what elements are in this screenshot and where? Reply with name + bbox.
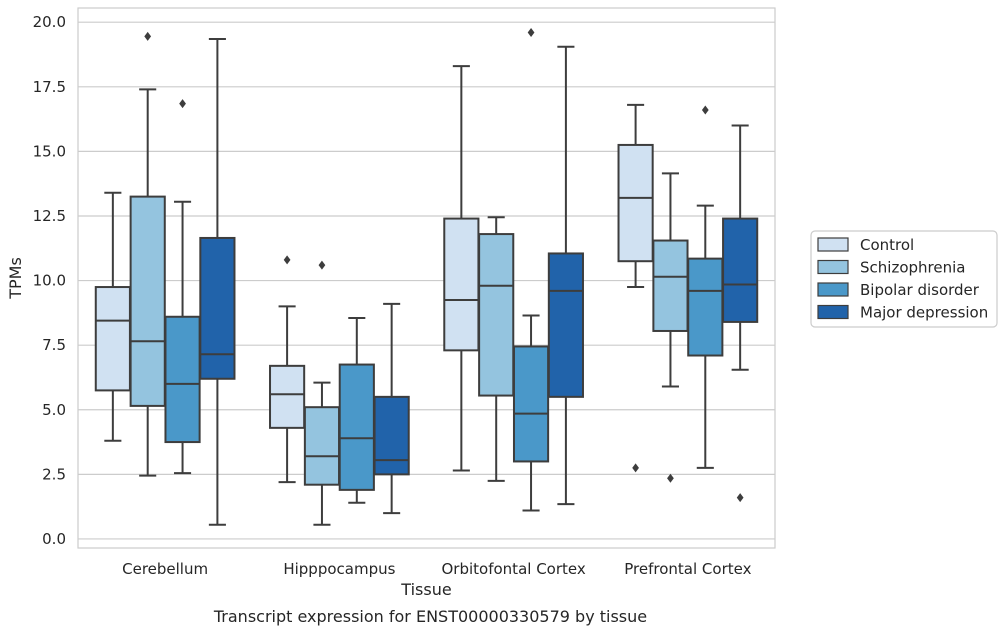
outlier-point bbox=[736, 493, 744, 503]
box-prefrontal-cortex-bipolar-disorder bbox=[687, 105, 724, 469]
box-body bbox=[199, 236, 236, 380]
box-body bbox=[478, 233, 515, 397]
legend-swatch bbox=[817, 259, 849, 275]
chart-caption: Transcript expression for ENST0000033057… bbox=[213, 607, 647, 626]
y-tick-label: 15.0 bbox=[33, 142, 66, 160]
outlier-point bbox=[144, 31, 152, 41]
x-tick-label: Prefrontal Cortex bbox=[624, 560, 751, 578]
box-body bbox=[722, 217, 759, 323]
box-body bbox=[338, 363, 375, 491]
outlier-point bbox=[283, 255, 291, 265]
box-prefrontal-cortex-control bbox=[617, 103, 654, 473]
box-body bbox=[164, 315, 201, 444]
y-tick-label: 10.0 bbox=[33, 272, 66, 290]
legend-label: Bipolar disorder bbox=[860, 281, 980, 299]
outlier-point bbox=[527, 28, 535, 38]
x-axis-label: Tissue bbox=[400, 580, 451, 599]
y-tick-label: 5.0 bbox=[42, 401, 66, 419]
y-tick-labels: 0.0 2.5 5.0 7.5 10.0 12.5 15.0 17.5 20.0 bbox=[33, 13, 66, 548]
y-tick-label: 20.0 bbox=[33, 13, 66, 31]
box-body bbox=[617, 143, 654, 263]
x-tick-labels: Cerebellum Hipppocampus Orbitofontal Corte… bbox=[122, 560, 751, 578]
grid-lines bbox=[78, 21, 775, 540]
y-tick-label: 17.5 bbox=[33, 78, 66, 96]
box-cerebellum-bipolar-disorder bbox=[164, 99, 201, 475]
legend-label: Schizophrenia bbox=[860, 259, 965, 277]
box-orbitofontal-cortex-schizophrenia bbox=[478, 216, 515, 482]
legend-swatch bbox=[817, 304, 849, 320]
box-body bbox=[269, 364, 306, 429]
box-orbitofontal-cortex-major-depression bbox=[547, 45, 584, 506]
box-hipppocampus-control bbox=[269, 255, 306, 484]
box-hipppocampus-bipolar-disorder bbox=[338, 317, 375, 504]
box-body bbox=[129, 195, 166, 407]
box-hipppocampus-schizophrenia bbox=[303, 260, 341, 526]
x-tick-label: Orbitofontal Cortex bbox=[442, 560, 586, 578]
box-cerebellum-control bbox=[94, 191, 131, 442]
box-body bbox=[547, 252, 584, 398]
y-tick-label: 0.0 bbox=[42, 530, 66, 548]
box-prefrontal-cortex-major-depression bbox=[722, 124, 759, 503]
legend: Control Schizophrenia Bipolar disorder Majo… bbox=[810, 230, 998, 328]
y-tick-label: 7.5 bbox=[42, 336, 66, 354]
outlier-point bbox=[632, 463, 639, 473]
legend-label: Control bbox=[860, 236, 914, 254]
y-axis-label: TPMs bbox=[6, 257, 25, 300]
y-tick-label: 12.5 bbox=[33, 207, 66, 225]
legend-swatch bbox=[817, 237, 849, 252]
box-prefrontal-cortex-schizophrenia bbox=[652, 172, 689, 483]
legend-swatch bbox=[817, 282, 849, 297]
y-tick-label: 2.5 bbox=[42, 465, 66, 483]
box-body bbox=[687, 257, 724, 357]
boxes-layer bbox=[94, 28, 759, 526]
box-orbitofontal-cortex-bipolar-disorder bbox=[512, 28, 550, 512]
box-cerebellum-schizophrenia bbox=[129, 31, 166, 477]
box-cerebellum-major-depression bbox=[199, 38, 236, 526]
box-body bbox=[373, 395, 410, 476]
outlier-point bbox=[667, 473, 674, 483]
outlier-point bbox=[179, 99, 186, 109]
box-body bbox=[94, 286, 131, 392]
box-hipppocampus-major-depression bbox=[373, 302, 410, 515]
x-tick-label: Hipppocampus bbox=[283, 560, 395, 578]
x-tick-label: Cerebellum bbox=[122, 560, 208, 578]
box-body bbox=[512, 345, 550, 463]
box-body bbox=[443, 217, 480, 352]
box-orbitofontal-cortex-control bbox=[443, 65, 480, 472]
box-body bbox=[303, 406, 341, 486]
outlier-point bbox=[318, 260, 326, 270]
outlier-point bbox=[701, 105, 709, 115]
box-body bbox=[652, 239, 689, 332]
legend-frame bbox=[810, 230, 998, 328]
legend-label: Major depression bbox=[860, 304, 988, 322]
